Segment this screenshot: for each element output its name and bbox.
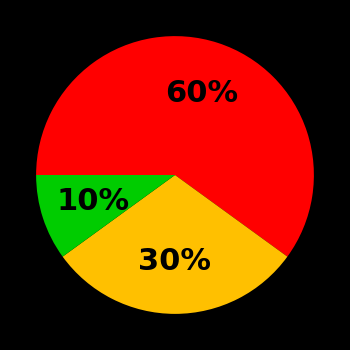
Text: 30%: 30% <box>139 247 211 275</box>
Text: 10%: 10% <box>57 187 130 216</box>
Text: 60%: 60% <box>165 79 238 107</box>
Wedge shape <box>36 175 175 257</box>
Wedge shape <box>63 175 287 314</box>
Wedge shape <box>36 36 314 257</box>
